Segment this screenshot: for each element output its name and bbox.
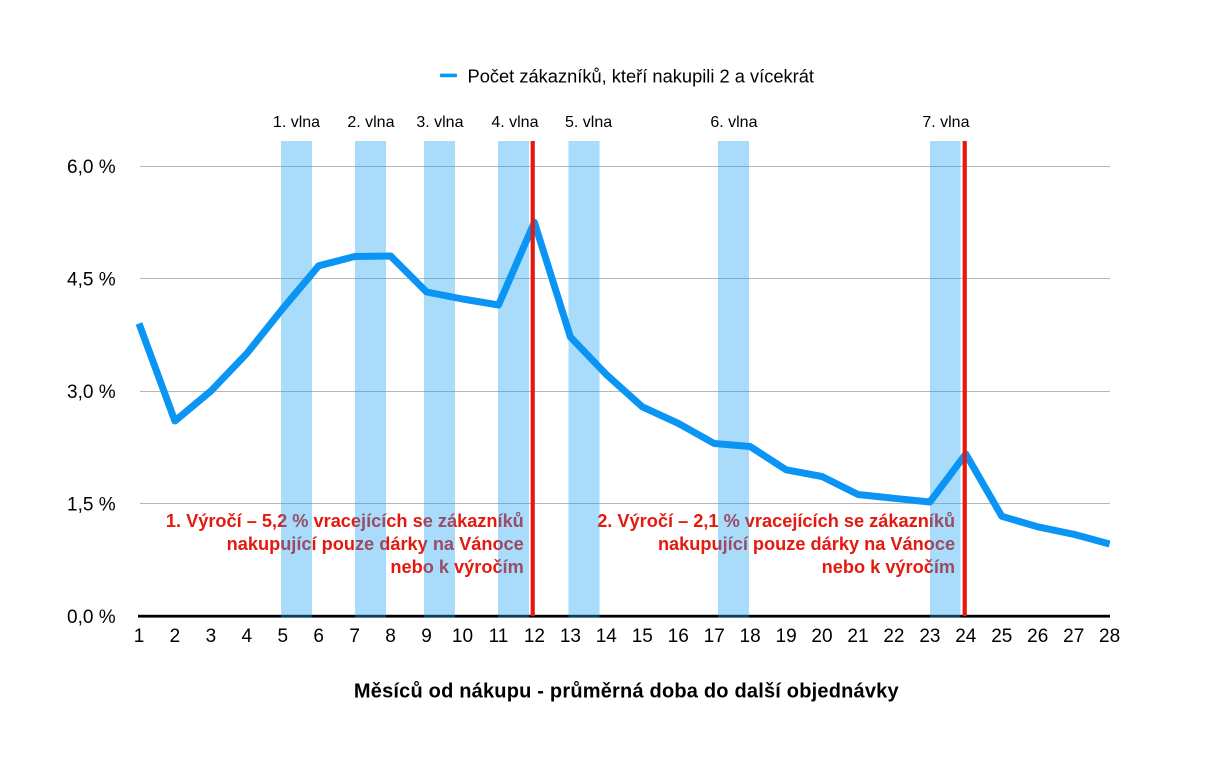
svg-text:13: 13 <box>560 626 581 647</box>
svg-text:19: 19 <box>776 626 797 647</box>
svg-text:7: 7 <box>349 626 360 647</box>
svg-text:25: 25 <box>991 626 1012 647</box>
svg-text:Počet zákazníků, kteří nakupil: Počet zákazníků, kteří nakupili 2 a více… <box>468 65 815 86</box>
svg-text:6. vlna: 6. vlna <box>710 114 757 131</box>
svg-text:20: 20 <box>811 626 832 647</box>
svg-text:15: 15 <box>632 626 653 647</box>
svg-text:1. vlna: 1. vlna <box>273 114 320 131</box>
svg-text:18: 18 <box>740 626 761 647</box>
svg-text:2. vlna: 2. vlna <box>347 114 394 131</box>
svg-text:28: 28 <box>1099 626 1120 647</box>
svg-text:6: 6 <box>313 626 324 647</box>
svg-text:16: 16 <box>668 626 689 647</box>
svg-text:9: 9 <box>421 626 432 647</box>
svg-text:Měsíců od nákupu - průměrná do: Měsíců od nákupu - průměrná doba do dalš… <box>354 680 900 702</box>
svg-text:24: 24 <box>955 626 977 647</box>
svg-text:3: 3 <box>206 626 217 647</box>
svg-text:5. vlna: 5. vlna <box>565 114 612 131</box>
svg-text:6,0 %: 6,0 % <box>67 157 116 178</box>
svg-text:0,0 %: 0,0 % <box>67 607 116 628</box>
svg-text:23: 23 <box>919 626 940 647</box>
svg-text:21: 21 <box>847 626 868 647</box>
svg-text:5: 5 <box>278 626 289 647</box>
svg-text:7. vlna: 7. vlna <box>922 114 969 131</box>
svg-text:3,0 %: 3,0 % <box>67 382 116 403</box>
svg-text:1,5 %: 1,5 % <box>67 494 116 515</box>
svg-text:4. vlna: 4. vlna <box>491 114 538 131</box>
svg-text:14: 14 <box>596 626 618 647</box>
svg-text:4,5 %: 4,5 % <box>67 269 116 290</box>
svg-text:27: 27 <box>1063 626 1084 647</box>
svg-text:1. Výročí – 5,2 % vracejících: 1. Výročí – 5,2 % vracejících se zákazní… <box>166 511 524 531</box>
svg-text:2. Výročí – 2,1 % vracejících: 2. Výročí – 2,1 % vracejících se zákazní… <box>597 511 955 531</box>
svg-text:10: 10 <box>452 626 473 647</box>
svg-text:22: 22 <box>883 626 904 647</box>
svg-text:4: 4 <box>242 626 253 647</box>
svg-text:nebo k výročím: nebo k výročím <box>390 557 523 577</box>
svg-text:1: 1 <box>134 626 145 647</box>
svg-text:11: 11 <box>489 626 509 647</box>
svg-text:nakupující pouze dárky na Váno: nakupující pouze dárky na Vánoce <box>227 534 524 554</box>
svg-text:3. vlna: 3. vlna <box>416 114 463 131</box>
svg-text:nebo k výročím: nebo k výročím <box>822 557 955 577</box>
svg-text:2: 2 <box>170 626 181 647</box>
svg-text:26: 26 <box>1027 626 1048 647</box>
svg-text:nakupující pouze dárky na Váno: nakupující pouze dárky na Vánoce <box>658 534 955 554</box>
svg-text:12: 12 <box>524 626 545 647</box>
svg-text:17: 17 <box>704 626 725 647</box>
svg-text:8: 8 <box>385 626 396 647</box>
